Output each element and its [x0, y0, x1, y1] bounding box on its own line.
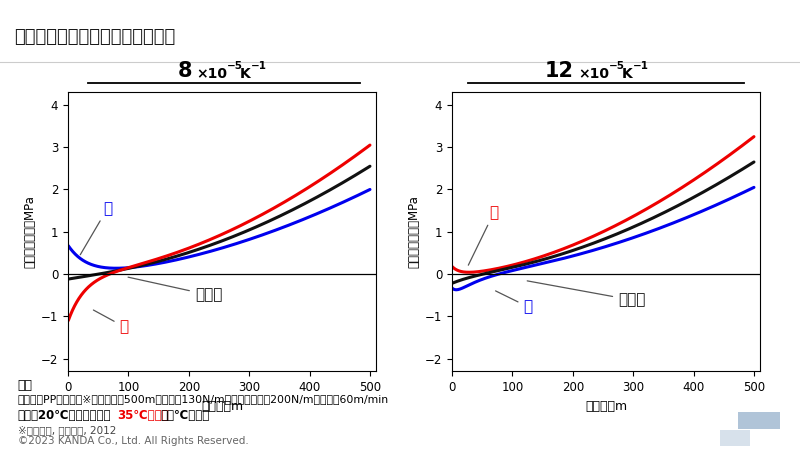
- Text: −1: −1: [250, 61, 266, 71]
- Text: ×10: ×10: [578, 67, 609, 81]
- Text: 35℃（夏）: 35℃（夏）: [118, 409, 170, 422]
- Text: ©2023 KANDA Co., Ltd. All Rights Reserved.: ©2023 KANDA Co., Ltd. All Rights Reserve…: [18, 436, 248, 446]
- Text: 冬: 冬: [495, 291, 532, 314]
- Y-axis label: 円周方向応力，MPa: 円周方向応力，MPa: [24, 195, 37, 268]
- Y-axis label: 円周方向応力，MPa: 円周方向応力，MPa: [408, 195, 421, 268]
- Text: K: K: [622, 67, 633, 81]
- Text: 8: 8: [178, 61, 192, 81]
- Text: 12: 12: [545, 61, 574, 81]
- Text: ×10: ×10: [196, 67, 227, 81]
- Text: ウェブ：PPフィルム※、巻き長：500m、張力：130N/m、ニップ荷重：200N/m、速度：60m/min: ウェブ：PPフィルム※、巻き長：500m、張力：130N/m、ニップ荷重：200…: [18, 394, 389, 404]
- X-axis label: 巻き長，m: 巻き長，m: [201, 400, 243, 413]
- Text: 夏: 夏: [94, 310, 129, 334]
- Text: K: K: [240, 67, 250, 81]
- Bar: [720, 430, 750, 446]
- Text: −1: −1: [633, 61, 649, 71]
- X-axis label: 巻き長，m: 巻き長，m: [585, 400, 627, 413]
- Text: 春・秋: 春・秋: [128, 277, 222, 302]
- Text: 温度：20℃（春・秋）、: 温度：20℃（春・秋）、: [18, 409, 111, 422]
- Text: 線膨張係数違いでの円周方向応力: 線膨張係数違いでの円周方向応力: [14, 28, 176, 46]
- Text: 春・秋: 春・秋: [527, 281, 646, 307]
- Text: 夏: 夏: [468, 205, 498, 265]
- Text: ※神田敏浩, 博士論文, 2012: ※神田敏浩, 博士論文, 2012: [18, 425, 116, 435]
- Text: 条件: 条件: [18, 379, 33, 392]
- Text: 冬: 冬: [80, 201, 112, 255]
- Bar: [738, 412, 780, 428]
- Text: −5: −5: [609, 61, 625, 71]
- Text: −5: −5: [226, 61, 242, 71]
- Text: 、５℃（冬）: 、５℃（冬）: [160, 409, 210, 422]
